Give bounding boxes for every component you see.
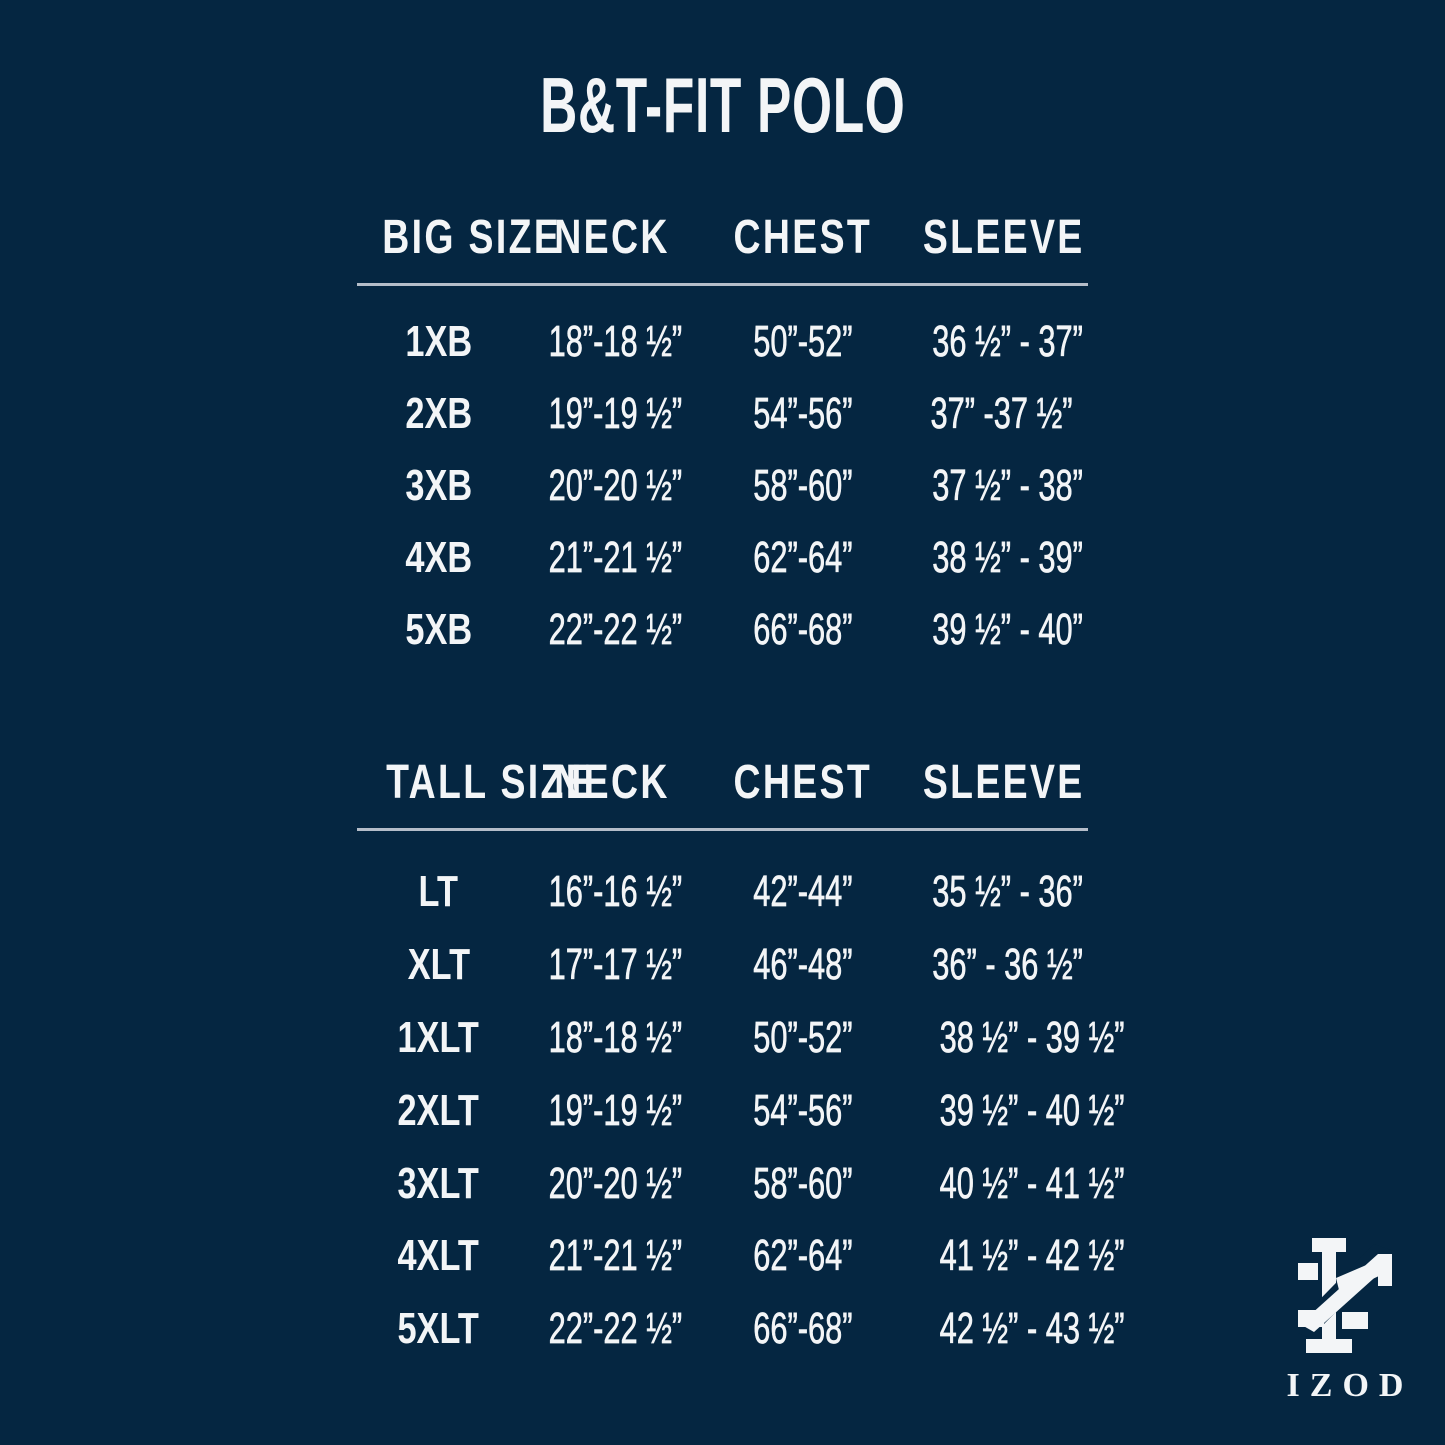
sleeve-value: 39 ½” - 40 ½” [939,1085,1125,1135]
neck-value: 21”-21 ½” [548,533,683,583]
size-label: 3XB [405,461,472,510]
table-row: LT 16”-16 ½” 42”-44” 35 ½” - 36” [357,856,1088,929]
size-label: 2XLT [397,1085,480,1135]
chest-value: 66”-68” [752,605,853,655]
izod-logo: IZOD [1285,1238,1405,1403]
page-title-text: B&T-FIT POLO [539,61,906,149]
table-row: 1XB 18”-18 ½” 50”-52” 36 ½” - 37” [357,306,1088,378]
column-header-sleeve: SLEEVE [922,210,1085,264]
tall-size-table-header: TALL SIZE NECK CHEST SLEEVE [357,752,1088,812]
size-label: XLT [407,940,470,990]
size-label: 2XB [405,389,472,438]
chest-value: 54”-56” [752,389,853,439]
neck-value: 18”-18 ½” [548,1012,683,1063]
neck-value: 20”-20 ½” [548,1158,683,1208]
neck-value: 18”-18 ½” [548,317,683,367]
big-size-table-header: BIG SIZE NECK CHEST SLEEVE [357,207,1088,267]
chest-value: 54”-56” [752,1085,853,1135]
neck-value: 20”-20 ½” [548,461,683,511]
chest-value: 50”-52” [752,317,853,367]
sleeve-value: 40 ½” - 41 ½” [939,1158,1125,1208]
column-header-tall-size: TALL SIZE [386,755,594,809]
tall-size-table-body: LT 16”-16 ½” 42”-44” 35 ½” - 36” XLT 17”… [357,856,1125,1366]
chest-value: 50”-52” [752,1012,853,1063]
izod-wordmark: IZOD [1286,1367,1414,1404]
chest-value: 58”-60” [752,1158,853,1208]
chest-value: 42”-44” [752,867,853,917]
tall-size-header-divider [357,828,1088,831]
sleeve-value: 36” - 36 ½” [932,940,1083,990]
sleeve-value: 38 ½” - 39 ½” [939,1012,1125,1063]
size-label: LT [418,867,459,917]
table-row: 2XLT 19”-19 ½” 54”-56” 39 ½” - 40 ½” [357,1074,1125,1147]
column-header-neck: NECK [554,210,671,264]
sleeve-value: 39 ½” - 40” [932,605,1083,655]
page-title: B&T-FIT POLO [0,66,1445,144]
column-header-chest: CHEST [733,210,872,264]
size-label: 1XB [405,317,472,366]
table-row: XLT 17”-17 ½” 46”-48” 36” - 36 ½” [357,929,1088,1002]
sleeve-value: 42 ½” - 43 ½” [939,1304,1125,1354]
big-size-header-divider [357,283,1088,286]
column-header-neck: NECK [554,755,671,809]
chest-value: 62”-64” [752,533,853,583]
chest-value: 66”-68” [752,1304,853,1354]
table-row: 5XLT 22”-22 ½” 66”-68” 42 ½” - 43 ½” [357,1293,1125,1366]
neck-value: 22”-22 ½” [548,605,683,655]
size-label: 3XLT [397,1158,480,1208]
table-row: 3XB 20”-20 ½” 58”-60” 37 ½” - 38” [357,450,1088,522]
izod-monogram-icon [1298,1238,1392,1353]
sleeve-value: 38 ½” - 39” [932,533,1083,583]
neck-value: 16”-16 ½” [548,867,683,917]
sleeve-value: 37” -37 ½” [930,389,1073,439]
big-size-table-body: 1XB 18”-18 ½” 50”-52” 36 ½” - 37” 2XB 19… [357,306,1088,666]
neck-value: 17”-17 ½” [548,940,683,990]
size-label: 4XLT [397,1231,480,1281]
column-header-big-size: BIG SIZE [382,210,562,264]
table-row: 1XLT 18”-18 ½” 50”-52” 38 ½” - 39 ½” [357,1002,1125,1075]
size-label: 5XLT [397,1304,480,1354]
table-row: 3XLT 20”-20 ½” 58”-60” 40 ½” - 41 ½” [357,1147,1125,1220]
neck-value: 19”-19 ½” [548,1085,683,1135]
column-header-chest: CHEST [733,755,872,809]
table-row: 5XB 22”-22 ½” 66”-68” 39 ½” - 40” [357,594,1088,666]
sleeve-value: 37 ½” - 38” [932,461,1083,511]
neck-value: 21”-21 ½” [548,1231,683,1281]
column-header-sleeve: SLEEVE [922,755,1085,809]
sleeve-value: 35 ½” - 36” [932,867,1083,917]
size-label: 4XB [405,533,472,582]
neck-value: 22”-22 ½” [548,1304,683,1354]
table-row: 4XB 21”-21 ½” 62”-64” 38 ½” - 39” [357,522,1088,594]
chest-value: 58”-60” [752,461,853,511]
chest-value: 46”-48” [752,940,853,990]
chest-value: 62”-64” [752,1231,853,1281]
table-row: 2XB 19”-19 ½” 54”-56” 37” -37 ½” [357,378,1088,450]
sleeve-value: 36 ½” - 37” [932,317,1083,367]
sleeve-value: 41 ½” - 42 ½” [939,1231,1125,1281]
neck-value: 19”-19 ½” [548,389,683,439]
size-label: 5XB [405,605,472,654]
table-row: 4XLT 21”-21 ½” 62”-64” 41 ½” - 42 ½” [357,1220,1125,1293]
size-label: 1XLT [397,1012,480,1062]
